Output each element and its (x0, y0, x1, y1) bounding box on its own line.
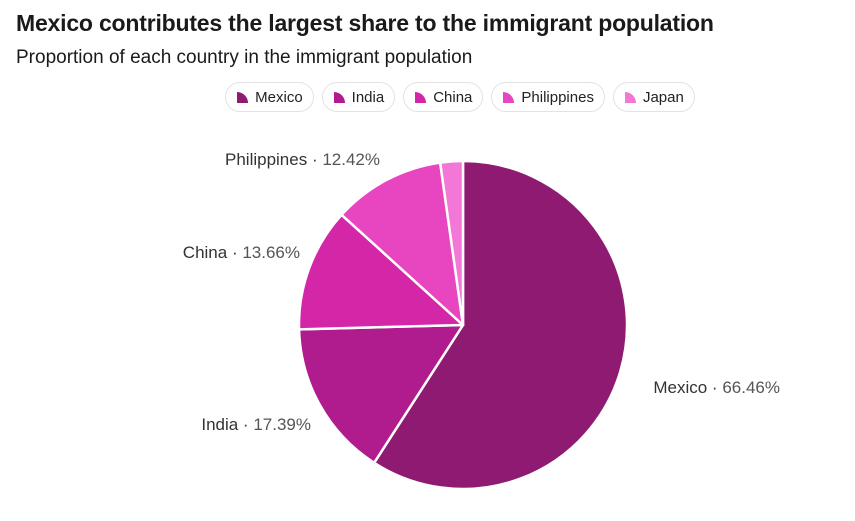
slice-label-philippines: Philippines · 12.42% (225, 150, 380, 169)
slice-label-china: China · 13.66% (183, 243, 300, 262)
legend-label-india: India (351, 88, 385, 106)
legend-label-mexico: Mexico (255, 88, 303, 106)
legend-item-mexico[interactable]: Mexico (225, 82, 314, 112)
pie-slice-china[interactable] (297, 213, 465, 331)
legend-item-china[interactable]: China (403, 82, 484, 112)
legend-swatch-mexico (236, 91, 249, 104)
pie-slice-mexico[interactable] (372, 159, 629, 491)
legend-label-japan: Japan (642, 88, 684, 106)
legend-item-philippines[interactable]: Philippines (491, 82, 605, 112)
legend-item-india[interactable]: India (321, 82, 396, 112)
slice-label-mexico: Mexico · 66.46% (653, 378, 780, 397)
pie-slice-india[interactable] (297, 323, 465, 465)
chart-subtitle: Proportion of each country in the immigr… (16, 47, 473, 68)
pie-slice-japan[interactable] (438, 159, 465, 327)
legend-label-philippines: Philippines (521, 88, 594, 106)
legend-swatch-china (414, 91, 427, 104)
legend-swatch-india (333, 91, 346, 104)
legend-item-japan[interactable]: Japan (612, 82, 695, 112)
pie-slice-philippines[interactable] (340, 161, 465, 327)
legend-swatch-philippines (502, 91, 515, 104)
legend-swatch-japan (624, 91, 637, 104)
chart-legend: Mexico India China Philippines Japan (0, 82, 855, 112)
legend-label-china: China (433, 88, 473, 106)
slice-label-india: India · 17.39% (201, 415, 311, 434)
chart-title: Mexico contributes the largest share to … (16, 10, 714, 36)
